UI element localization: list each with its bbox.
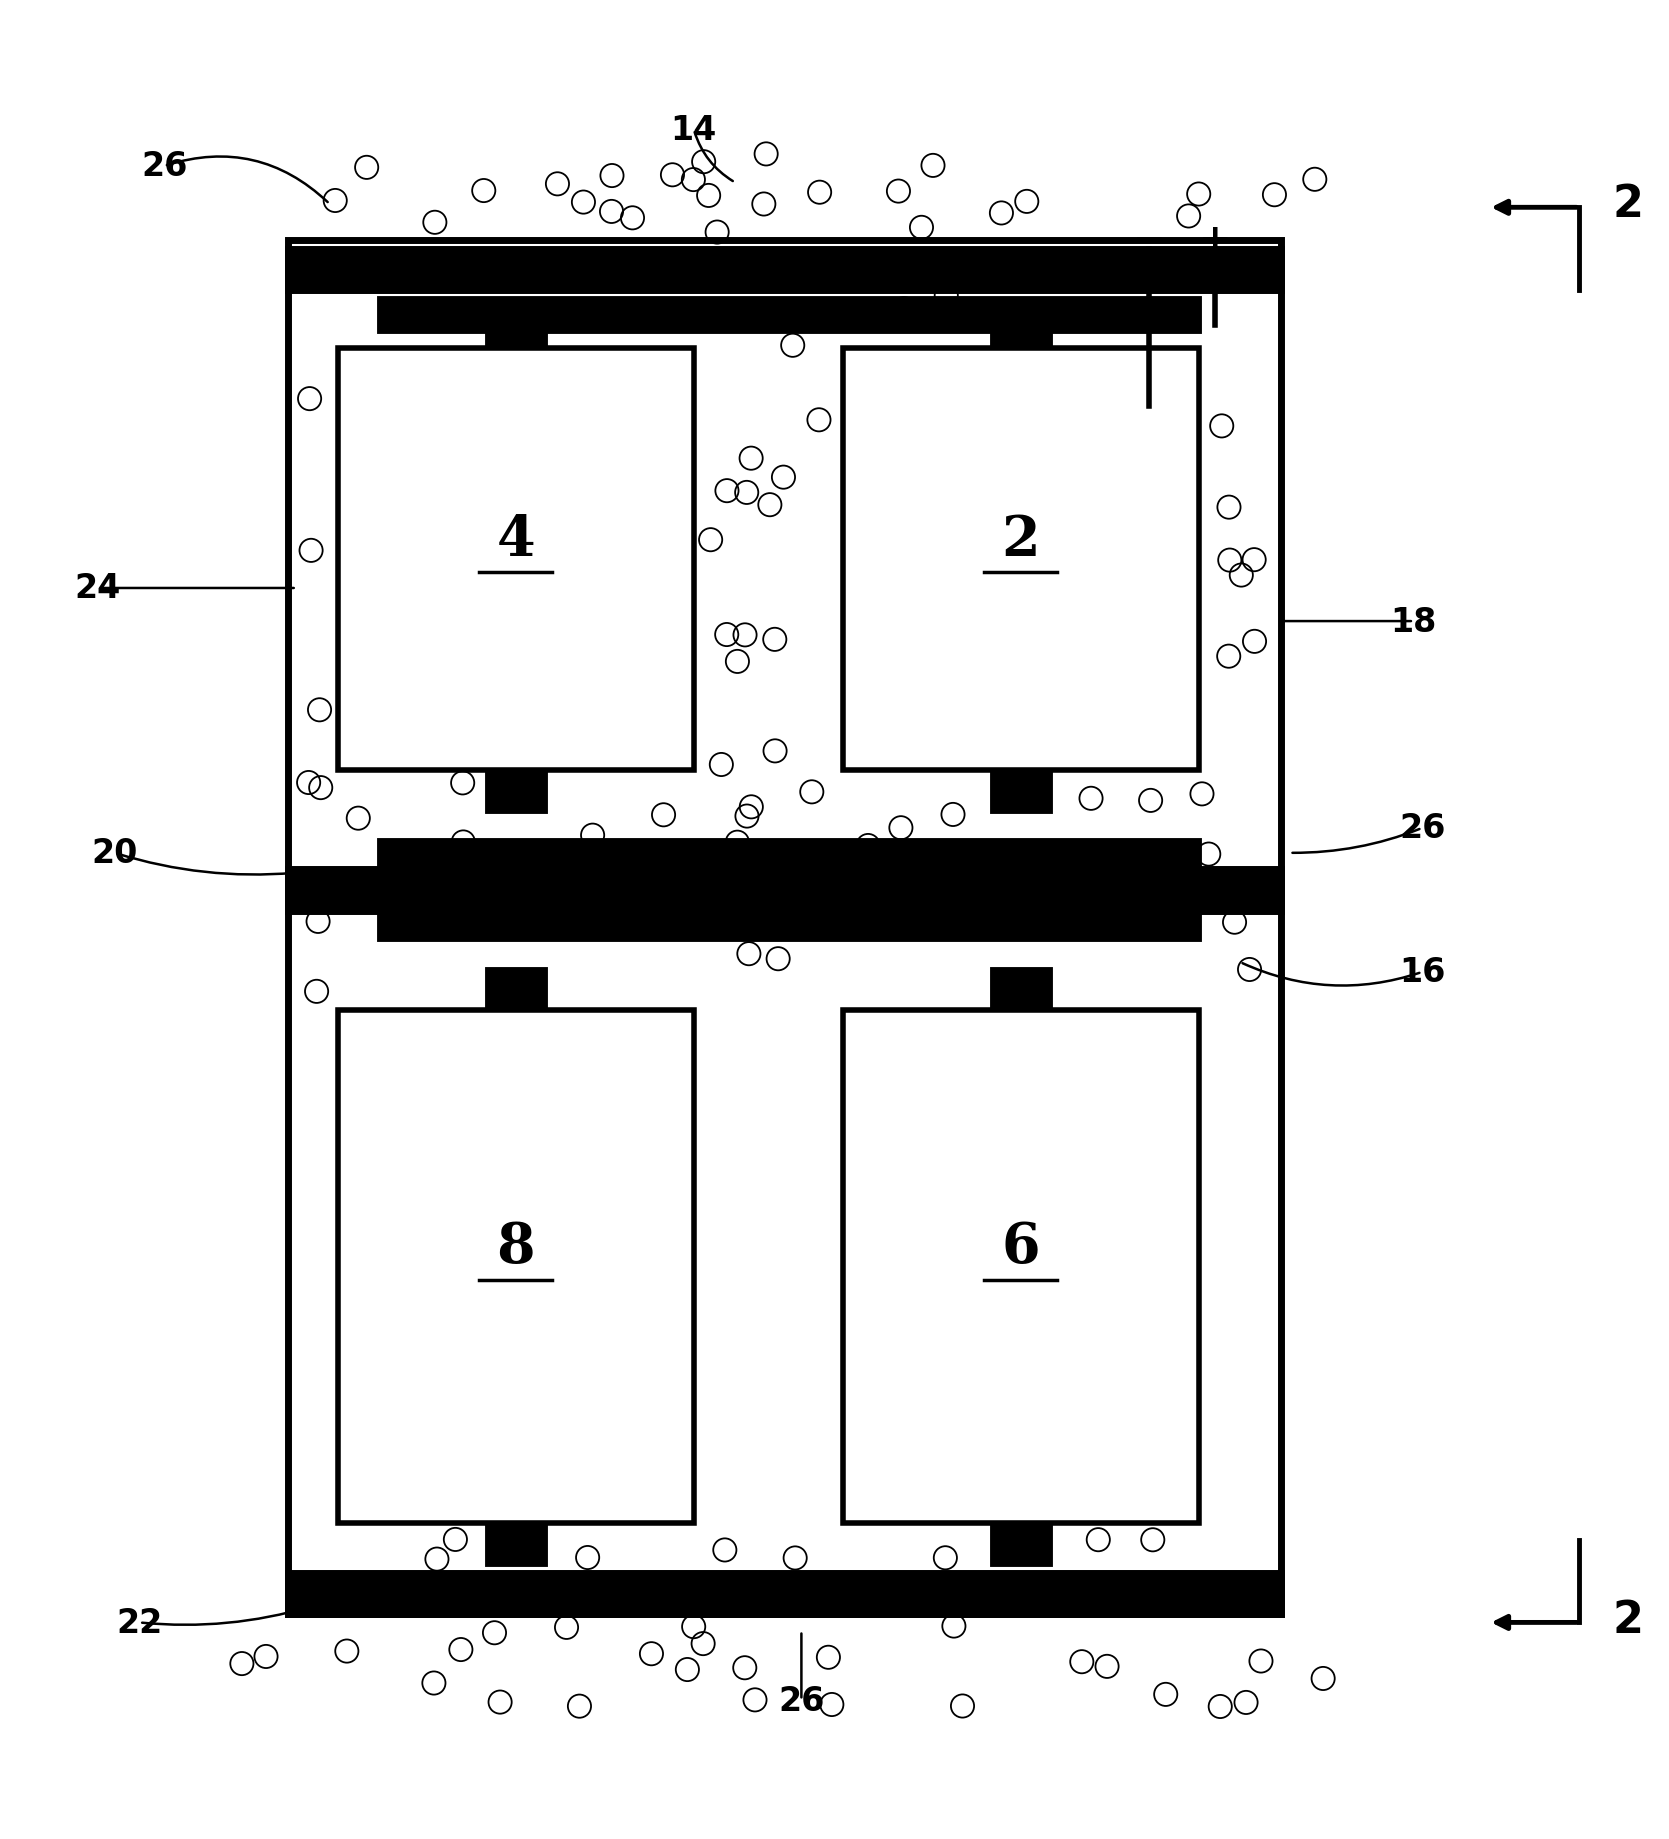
Bar <box>843 349 1198 771</box>
Bar <box>487 969 544 1010</box>
Text: 18: 18 <box>1390 605 1437 638</box>
Bar <box>337 349 694 771</box>
Text: −: − <box>1133 223 1165 261</box>
Bar <box>289 250 1282 291</box>
Bar <box>991 969 1050 1010</box>
Bar <box>843 1010 1198 1523</box>
Bar <box>487 307 544 349</box>
Text: 22: 22 <box>117 1605 162 1639</box>
Text: 6: 6 <box>1001 1219 1040 1274</box>
Bar <box>379 300 1198 333</box>
Text: 14: 14 <box>671 114 718 147</box>
Text: 24: 24 <box>75 572 122 605</box>
Bar <box>487 1523 544 1565</box>
Text: 2: 2 <box>1612 184 1644 226</box>
Text: 26: 26 <box>1399 813 1445 844</box>
Text: 4: 4 <box>497 513 536 568</box>
Bar <box>289 870 1282 912</box>
Bar <box>991 1523 1050 1565</box>
Bar <box>379 840 1198 870</box>
Text: +: + <box>1198 223 1232 261</box>
Bar <box>379 910 1198 940</box>
Text: 26: 26 <box>778 1685 824 1718</box>
Text: 26: 26 <box>140 151 187 184</box>
Bar <box>487 771 544 813</box>
Bar <box>991 307 1050 349</box>
Text: 2: 2 <box>1612 1598 1644 1640</box>
Text: 20: 20 <box>92 837 139 870</box>
Bar <box>289 241 1282 1615</box>
Bar <box>289 1572 1282 1615</box>
Text: 8: 8 <box>497 1219 536 1274</box>
Bar <box>991 771 1050 813</box>
Bar <box>337 1010 694 1523</box>
Text: 2: 2 <box>1001 513 1040 568</box>
Text: 16: 16 <box>1399 956 1445 989</box>
